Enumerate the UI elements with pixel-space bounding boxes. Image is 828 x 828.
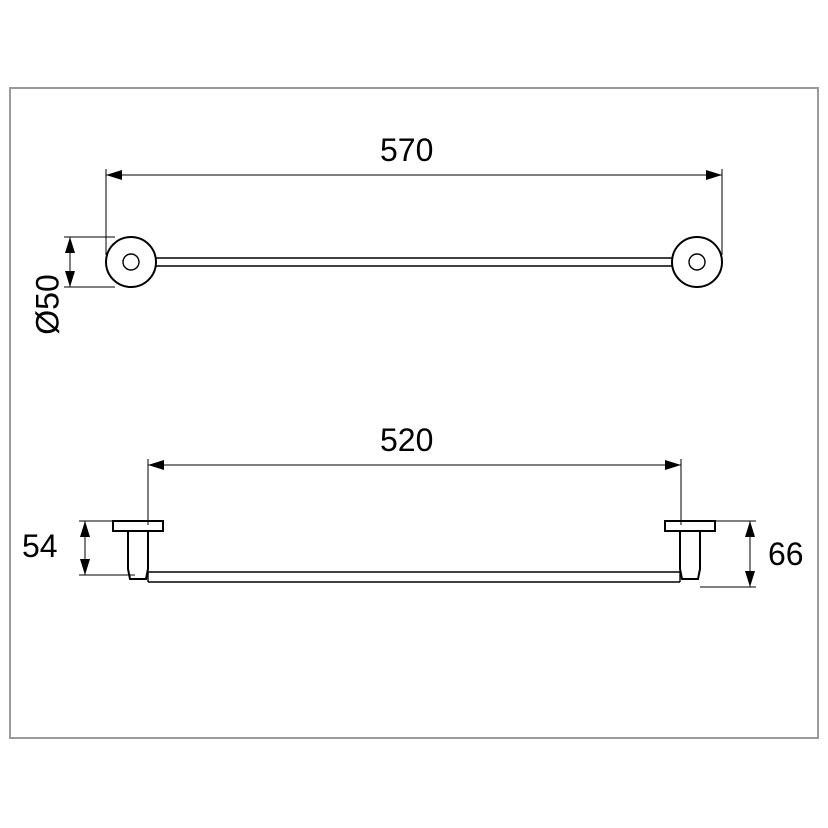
dim-570: 570 xyxy=(380,132,433,169)
dim-diameter-50: Ø50 xyxy=(30,274,67,334)
dim-520: 520 xyxy=(380,422,433,459)
technical-drawing xyxy=(0,0,828,828)
dim-54: 54 xyxy=(22,528,58,565)
dim-66: 66 xyxy=(768,536,804,573)
